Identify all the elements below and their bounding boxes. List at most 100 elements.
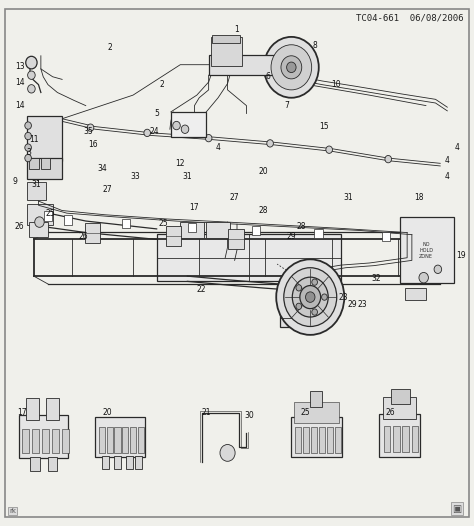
Bar — [211, 37, 242, 66]
Text: 22: 22 — [197, 285, 206, 294]
Text: 4: 4 — [216, 143, 220, 152]
Text: 23: 23 — [338, 292, 348, 301]
Circle shape — [281, 56, 302, 79]
Bar — [136, 456, 143, 469]
Bar — [335, 427, 341, 453]
Bar — [206, 222, 230, 238]
Bar — [382, 232, 390, 241]
Bar — [29, 158, 38, 168]
Bar — [18, 415, 68, 458]
Text: rk: rk — [9, 508, 16, 514]
Circle shape — [267, 140, 273, 147]
Bar — [319, 427, 325, 453]
Text: 2: 2 — [107, 44, 112, 53]
Text: 30: 30 — [244, 411, 254, 420]
Text: 34: 34 — [98, 164, 107, 173]
Circle shape — [220, 444, 235, 461]
Bar — [122, 219, 130, 228]
Circle shape — [321, 294, 327, 300]
Text: 24: 24 — [149, 127, 159, 136]
Circle shape — [296, 303, 301, 309]
Circle shape — [300, 286, 320, 309]
Circle shape — [26, 56, 37, 69]
Text: 18: 18 — [414, 193, 424, 202]
Text: 5: 5 — [154, 109, 159, 118]
Text: TC04-661  06/08/2006: TC04-661 06/08/2006 — [356, 14, 464, 23]
Circle shape — [296, 285, 301, 291]
Text: 31: 31 — [182, 172, 192, 181]
Text: 4: 4 — [454, 143, 459, 152]
Bar — [303, 427, 309, 453]
Circle shape — [271, 45, 312, 90]
Text: 9: 9 — [12, 177, 18, 186]
Circle shape — [27, 85, 35, 93]
Circle shape — [312, 309, 318, 315]
Text: 4: 4 — [445, 172, 450, 181]
Circle shape — [27, 71, 35, 79]
Circle shape — [419, 272, 428, 283]
Bar — [102, 456, 109, 469]
Text: 17: 17 — [190, 204, 199, 213]
Text: 15: 15 — [319, 122, 329, 131]
Text: 4: 4 — [445, 156, 450, 165]
Bar — [400, 217, 455, 283]
Bar — [138, 427, 144, 453]
Text: 10: 10 — [331, 80, 341, 89]
Bar — [115, 427, 121, 453]
Bar — [26, 398, 39, 420]
Text: 20: 20 — [258, 167, 268, 176]
Bar — [114, 456, 121, 469]
Bar — [32, 429, 39, 453]
Bar — [171, 112, 206, 137]
Text: 33: 33 — [130, 172, 140, 181]
Text: 26: 26 — [79, 232, 88, 241]
Text: 8: 8 — [313, 41, 318, 50]
Bar — [30, 457, 40, 471]
Bar — [44, 211, 52, 220]
Circle shape — [284, 268, 337, 327]
Circle shape — [87, 124, 94, 132]
Bar — [212, 35, 240, 43]
Text: 25: 25 — [301, 408, 310, 417]
Text: 11: 11 — [29, 135, 38, 144]
Text: 27: 27 — [230, 193, 239, 202]
Bar — [41, 158, 50, 168]
Text: ▣: ▣ — [452, 504, 462, 514]
Text: 28: 28 — [296, 222, 306, 231]
Text: 3: 3 — [27, 148, 31, 157]
Text: 25: 25 — [46, 209, 55, 218]
Bar — [314, 229, 322, 238]
Bar — [107, 427, 113, 453]
Bar — [379, 414, 420, 457]
Bar — [295, 427, 301, 453]
Text: 12: 12 — [175, 159, 185, 168]
Bar — [62, 429, 69, 453]
Text: 23: 23 — [357, 300, 367, 309]
Circle shape — [25, 155, 31, 162]
Bar — [156, 234, 341, 281]
Bar — [27, 204, 53, 225]
Bar — [64, 215, 72, 225]
Circle shape — [326, 146, 332, 154]
Bar — [122, 427, 128, 453]
Circle shape — [173, 122, 180, 130]
Bar — [188, 222, 196, 232]
Circle shape — [35, 217, 44, 227]
Bar — [292, 417, 342, 457]
Circle shape — [385, 156, 392, 163]
Bar — [22, 429, 29, 453]
Circle shape — [144, 129, 151, 137]
Bar — [85, 223, 100, 243]
Bar — [294, 402, 339, 423]
Text: 14: 14 — [15, 77, 25, 86]
Text: 6: 6 — [265, 72, 270, 81]
Bar — [228, 229, 244, 249]
Text: 29: 29 — [348, 300, 357, 309]
Text: 20: 20 — [102, 408, 112, 417]
Text: 26: 26 — [15, 222, 25, 231]
Text: 16: 16 — [88, 140, 98, 149]
Bar — [130, 427, 136, 453]
Text: 2: 2 — [159, 80, 164, 89]
Circle shape — [205, 135, 212, 142]
Circle shape — [312, 279, 318, 285]
